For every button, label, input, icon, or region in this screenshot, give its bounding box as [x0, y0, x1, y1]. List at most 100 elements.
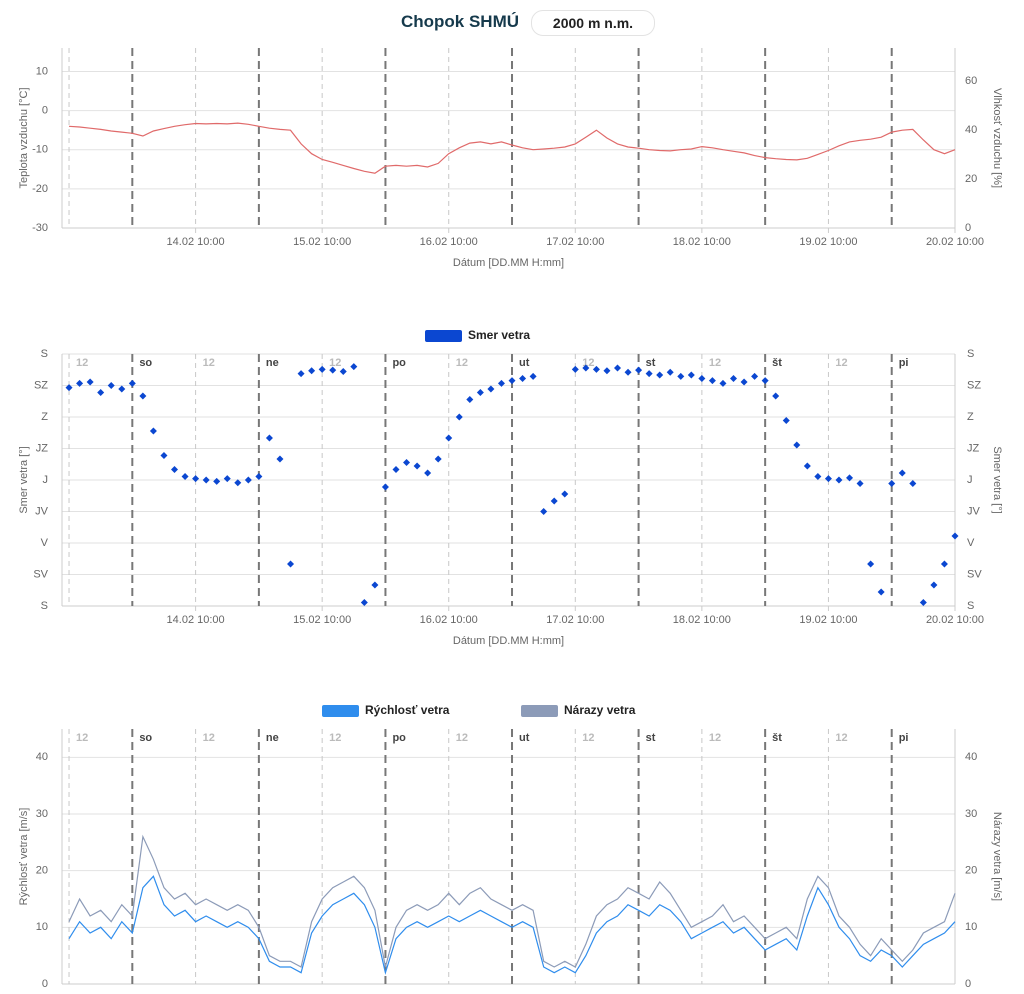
- point: [213, 477, 221, 485]
- point: [192, 475, 200, 483]
- point: [413, 462, 421, 470]
- y2-tick-label: Z: [967, 411, 974, 423]
- point: [624, 368, 632, 376]
- y2-tick-label: S: [967, 600, 974, 612]
- point: [803, 462, 811, 470]
- x-tick-label: 16.02 10:00: [420, 236, 478, 248]
- point: [149, 427, 157, 435]
- point: [940, 560, 948, 568]
- y-tick-label: 20: [36, 865, 48, 877]
- point: [519, 375, 527, 382]
- point: [76, 379, 84, 387]
- y-tick-label: SZ: [34, 379, 48, 391]
- day-label: ne: [266, 732, 279, 744]
- y2-tick-label: 40: [965, 124, 977, 136]
- point: [424, 469, 432, 477]
- y-tick-label: 0: [42, 105, 48, 117]
- day-label: pi: [899, 357, 909, 369]
- y2-axis-title: Vlhkosť vzduchu [%]: [991, 88, 1003, 188]
- x-tick-label: 18.02 10:00: [673, 236, 731, 248]
- point: [835, 476, 843, 484]
- day-label: št: [772, 732, 782, 744]
- x-tick-label: 20.02 10:00: [926, 236, 984, 248]
- point: [719, 379, 727, 387]
- point: [65, 384, 73, 392]
- y-tick-label: -10: [32, 144, 48, 156]
- point: [687, 371, 695, 379]
- x-tick-label: 20.02 10:00: [926, 614, 984, 626]
- y-tick-label: JZ: [36, 442, 49, 454]
- point: [888, 480, 896, 487]
- x-tick-label: 17.02 10:00: [546, 614, 604, 626]
- noon-label: 12: [76, 357, 88, 369]
- day-label: so: [139, 732, 152, 744]
- legend-swatch: [521, 705, 558, 717]
- point: [730, 375, 738, 382]
- point: [86, 378, 94, 386]
- series-line: [68, 875, 956, 975]
- y2-tick-label: JZ: [967, 442, 980, 454]
- legend-swatch: [425, 330, 462, 342]
- point: [698, 375, 706, 382]
- y-tick-label: -30: [32, 222, 48, 234]
- point: [867, 560, 875, 568]
- point: [909, 480, 917, 487]
- elevation-badge: 2000 m n.m.: [531, 10, 655, 36]
- day-label: po: [392, 357, 406, 369]
- point: [223, 475, 231, 483]
- noon-label: 12: [582, 732, 594, 744]
- y2-tick-label: 10: [965, 921, 977, 933]
- x-tick-label: 15.02 10:00: [293, 614, 351, 626]
- y-tick-label: -20: [32, 183, 48, 195]
- y2-tick-label: J: [967, 474, 973, 486]
- point: [645, 370, 653, 378]
- point: [793, 441, 801, 449]
- point: [276, 455, 284, 463]
- point: [930, 581, 938, 589]
- point: [540, 508, 548, 515]
- point: [339, 368, 347, 375]
- point: [561, 490, 569, 498]
- point: [761, 377, 769, 385]
- x-tick-label: 19.02 10:00: [799, 614, 857, 626]
- point: [392, 466, 400, 473]
- day-label: st: [646, 357, 656, 369]
- x-tick-label: 18.02 10:00: [673, 614, 731, 626]
- y2-tick-label: V: [967, 537, 975, 549]
- point: [139, 392, 147, 400]
- y2-tick-label: 20: [965, 865, 977, 877]
- y-tick-label: 30: [36, 808, 48, 820]
- y-axis-title: Rýchlosť vetra [m/s]: [18, 808, 30, 906]
- y-tick-label: J: [43, 474, 49, 486]
- point: [128, 379, 136, 387]
- point: [814, 473, 822, 480]
- y-tick-label: JV: [35, 505, 49, 517]
- x-axis-title: Dátum [DD.MM H:mm]: [453, 635, 564, 647]
- point: [160, 452, 168, 459]
- point: [171, 466, 179, 473]
- point: [97, 389, 105, 396]
- day-label: st: [646, 732, 656, 744]
- point: [613, 364, 621, 372]
- series-line: [68, 834, 956, 968]
- y2-axis-title: Nárazy vetra [m/s]: [991, 812, 1003, 901]
- y2-tick-label: 40: [965, 751, 977, 763]
- legend-label: Smer vetra: [468, 328, 530, 342]
- point: [497, 379, 505, 387]
- y-tick-label: SV: [33, 568, 48, 580]
- point: [487, 385, 495, 393]
- noon-label: 12: [456, 357, 468, 369]
- point: [255, 473, 263, 480]
- noon-label: 12: [709, 732, 721, 744]
- noon-label: 12: [456, 732, 468, 744]
- noon-label: 12: [329, 357, 341, 369]
- point: [265, 434, 273, 442]
- point: [234, 479, 242, 487]
- y-tick-label: 0: [42, 978, 48, 990]
- x-tick-label: 14.02 10:00: [167, 614, 225, 626]
- y-tick-label: Z: [41, 411, 48, 423]
- day-label: so: [139, 357, 152, 369]
- y-tick-label: 40: [36, 751, 48, 763]
- point: [571, 365, 579, 373]
